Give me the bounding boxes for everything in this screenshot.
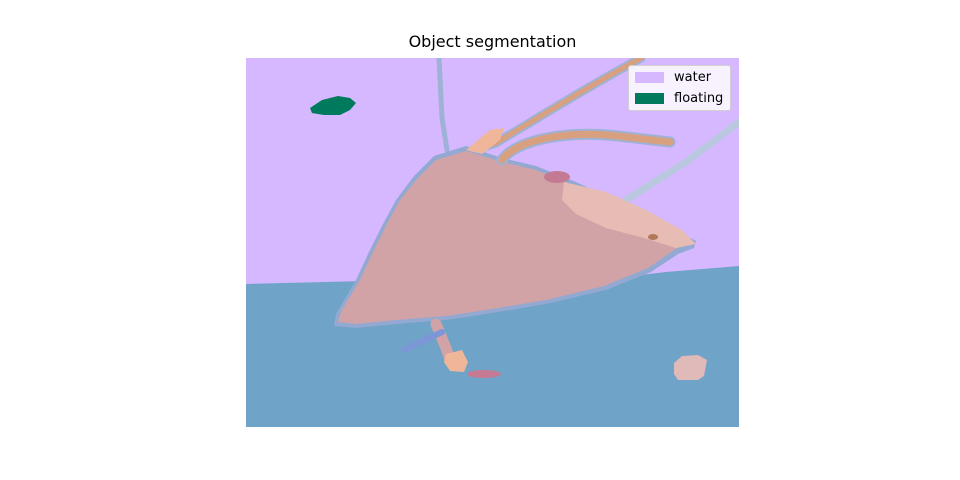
main-object	[338, 151, 688, 324]
curved-rod-inner	[498, 130, 674, 164]
legend-label-water: water	[674, 69, 712, 85]
legend-item-floating: floating	[635, 90, 723, 106]
chart-title: Object segmentation	[408, 32, 577, 51]
floating-blob	[310, 96, 356, 115]
object-highlight	[562, 182, 696, 248]
blue-stick	[401, 329, 445, 353]
legend-label-floating: floating	[674, 90, 724, 106]
pale-line-left	[436, 58, 450, 153]
pale-line-right	[622, 118, 739, 204]
legend-swatch-floating	[635, 92, 664, 104]
rod-diagonal-inner	[463, 58, 644, 156]
small-patch	[674, 355, 707, 380]
pink-puddle	[467, 370, 501, 378]
accent-pink-blob	[544, 171, 570, 183]
peach-foot	[444, 350, 468, 372]
legend: water floating	[628, 65, 731, 111]
segmentation-image	[246, 58, 739, 427]
accent-brown-dot	[648, 234, 658, 240]
legend-swatch-water	[635, 71, 664, 83]
top-tip	[466, 128, 504, 154]
legend-item-water: water	[635, 69, 711, 85]
